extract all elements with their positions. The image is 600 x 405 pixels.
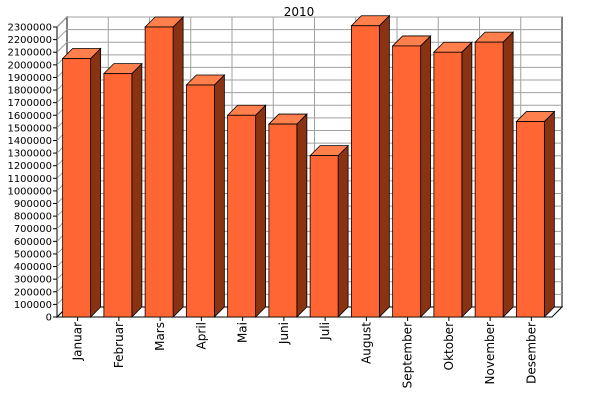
bar [102, 62, 143, 318]
bar [432, 41, 473, 318]
bar-front-face [309, 155, 339, 318]
bar-front-face [474, 41, 504, 318]
bar-side-face [337, 144, 349, 318]
bar-side-face [543, 110, 555, 318]
x-axis-labels: Januar Februar Mars April Mai Juni Juli August S… [71, 317, 538, 388]
grid-line-side [56, 29, 68, 40]
bar-side-face [378, 14, 390, 318]
bar-front-face [433, 51, 463, 318]
x-tick-label: November [483, 322, 497, 384]
y-tick-label: 700000 [14, 224, 52, 235]
y-tick-label: 1700000 [7, 98, 52, 109]
bar [267, 113, 308, 318]
y-tick-label: 600000 [14, 237, 52, 248]
bar-side-face [90, 47, 102, 318]
x-tick-label: September [401, 322, 415, 388]
grid-line-side [56, 41, 68, 53]
x-tick-label: August [359, 322, 373, 364]
bar-side-face [420, 34, 432, 318]
y-tick-label: 2200000 [7, 35, 52, 46]
x-tick-label: Januar [71, 322, 85, 361]
y-tick-label: 1200000 [7, 161, 52, 172]
x-tick-label: Juli [318, 322, 332, 341]
y-tick-label: 0 [46, 313, 52, 324]
y-tick-label: 1400000 [7, 136, 52, 147]
bar-front-face [62, 58, 92, 318]
y-tick-label: 400000 [14, 262, 52, 273]
bar [350, 14, 391, 318]
bar-front-face [103, 73, 133, 318]
y-tick-label: 200000 [14, 287, 52, 298]
bars [61, 14, 556, 318]
bar-front-face [392, 45, 422, 318]
bar [144, 16, 185, 318]
y-tick-label: 1800000 [7, 86, 52, 97]
bar-front-face [350, 25, 380, 318]
x-tick-label: Februar [112, 322, 126, 368]
y-tick-label: 100000 [14, 300, 52, 311]
bar [61, 47, 102, 318]
grid-line-side [56, 16, 68, 28]
x-tick-label: Mai [236, 322, 250, 343]
y-tick-label: 1100000 [7, 174, 52, 185]
bar-side-face [172, 16, 184, 318]
y-tick-label: 1000000 [7, 186, 52, 197]
y-tick-label: 1300000 [7, 149, 52, 160]
bar [515, 110, 556, 318]
bar-front-face [515, 121, 545, 318]
x-tick-label: Oktober [442, 322, 456, 370]
bar-side-face [213, 74, 225, 318]
bar-front-face [227, 114, 257, 318]
y-tick-label: 2300000 [7, 23, 52, 34]
y-tick-label: 900000 [14, 199, 52, 210]
bar [391, 34, 432, 318]
chart-title: 2010 [284, 5, 315, 19]
y-tick-label: 1500000 [7, 123, 52, 134]
y-tick-label: 1600000 [7, 111, 52, 122]
x-tick-label: April [194, 322, 208, 349]
x-tick-label: Desember [524, 322, 538, 384]
y-tick-label: 800000 [14, 212, 52, 223]
bar [226, 104, 267, 318]
bar-front-face [185, 84, 215, 318]
bar-side-face [502, 31, 514, 318]
y-tick-label: 300000 [14, 275, 52, 286]
bar [474, 31, 515, 318]
bar-front-face [144, 26, 174, 318]
x-tick-label: Juni [277, 322, 291, 345]
y-tick-label: 2000000 [7, 60, 52, 71]
bar-side-face [461, 41, 473, 318]
bar-side-face [131, 62, 143, 318]
bar-side-face [255, 104, 267, 318]
bar [309, 144, 350, 318]
bar [185, 74, 226, 318]
x-tick-label: Mars [153, 322, 167, 351]
bar-side-face [296, 113, 308, 318]
bar-front-face [268, 123, 298, 318]
y-tick-label: 500000 [14, 249, 52, 260]
y-tick-label: 1900000 [7, 73, 52, 84]
y-tick-label: 2100000 [7, 48, 52, 59]
